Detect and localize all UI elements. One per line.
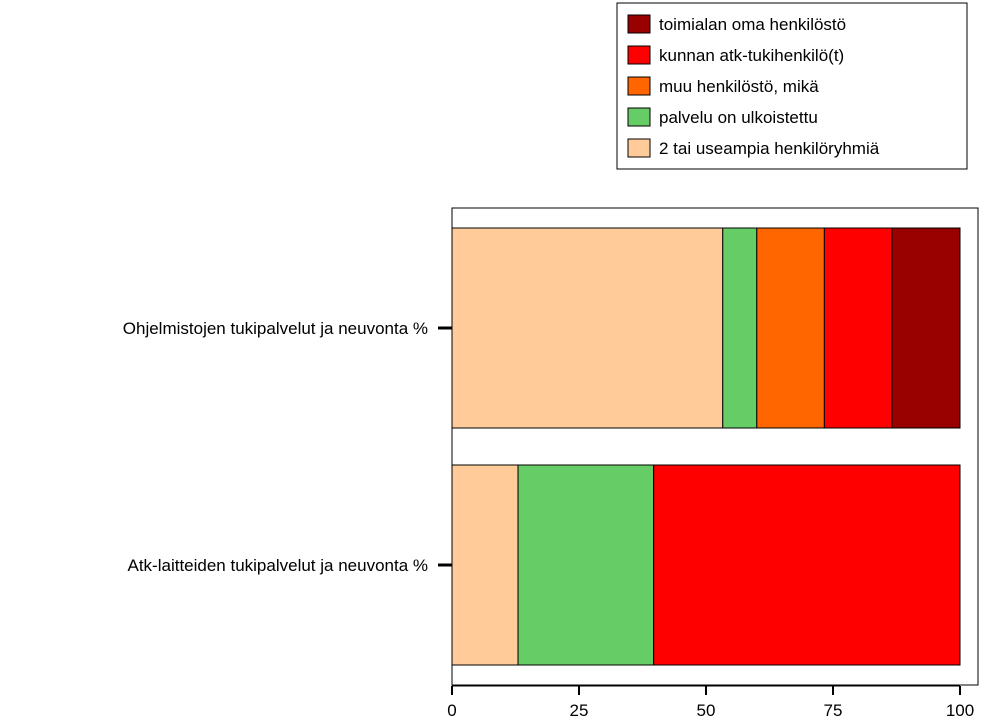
legend: toimialan oma henkilöstö kunnan atk-tukih… <box>616 2 968 170</box>
x-tick-label: 100 <box>946 701 974 720</box>
bar-segment-2-tai-useampia-henkil-ryhmi-2 <box>451 464 519 666</box>
legend-swatch-kunnan-atk-tukihenkil-t <box>627 45 651 65</box>
legend-label: palvelu on ulkoistettu <box>659 108 818 127</box>
bar-segment-palvelu-on-ulkoistettu-2 <box>517 464 655 666</box>
legend-swatch-muu-henkil-st-mik <box>627 76 651 96</box>
category-labels: Ohjelmistojen tukipalvelut ja neuvonta %… <box>123 319 452 575</box>
bar-segment-palvelu-on-ulkoistettu-1 <box>722 227 758 429</box>
category-label: Atk-laitteiden tukipalvelut ja neuvonta … <box>127 556 428 575</box>
legend-swatch-palvelu-on-ulkoistettu <box>627 107 651 127</box>
legend-label: toimialan oma henkilöstö <box>659 15 846 34</box>
x-tick-label: 0 <box>447 701 456 720</box>
bar-segment-muu-henkil-st-mik-1 <box>756 227 825 429</box>
x-tick-label: 25 <box>570 701 589 720</box>
bars <box>451 227 961 666</box>
bar-segment-toimialan-oma-henkil-st-1 <box>891 227 961 429</box>
legend-swatch-2-tai-useampia-henkil-ryhmi <box>627 138 651 158</box>
category-label: Ohjelmistojen tukipalvelut ja neuvonta % <box>123 319 428 338</box>
legend-box <box>616 2 968 170</box>
legend-label: 2 tai useampia henkilöryhmiä <box>659 139 880 158</box>
legend-swatch-toimialan-oma-henkil-st <box>627 14 651 34</box>
x-tick-label: 75 <box>824 701 843 720</box>
legend-label: muu henkilöstö, mikä <box>659 77 819 96</box>
bar-segment-kunnan-atk-tukihenkil-t-1 <box>823 227 893 429</box>
x-axis: 0 25 50 75 100 <box>447 685 974 720</box>
x-tick-label: 50 <box>697 701 716 720</box>
legend-label: kunnan atk-tukihenkilö(t) <box>659 46 844 65</box>
bar-segment-2-tai-useampia-henkil-ryhmi-1 <box>451 227 724 429</box>
bar-segment-kunnan-atk-tukihenkil-t-2 <box>653 464 961 666</box>
